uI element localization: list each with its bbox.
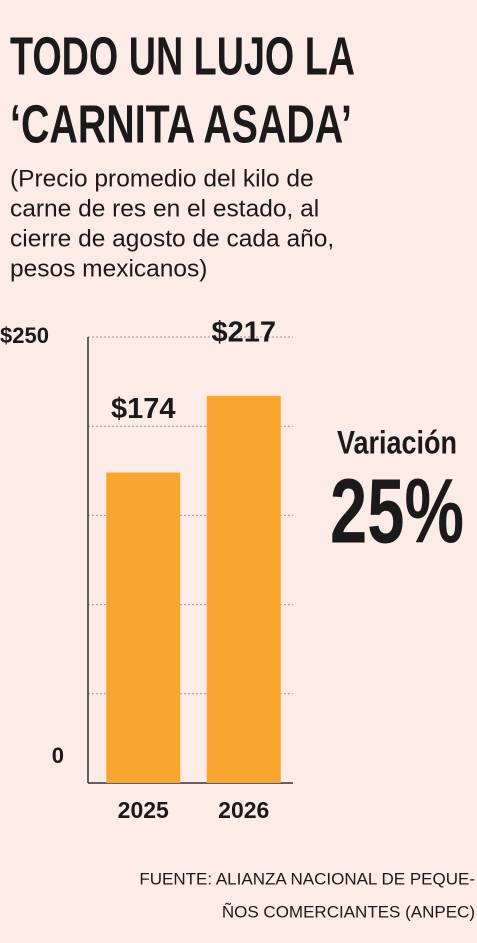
chart-subtitle: (Precio promedio del kilo de <box>10 165 314 192</box>
chart-subtitle: carne de res en el estado, al <box>10 195 319 222</box>
value-label: $217 <box>211 317 276 349</box>
chart-title: ‘CARNITA ASADA’ <box>10 94 352 154</box>
x-tick-label: 2025 <box>118 797 169 823</box>
chart-title: TODO UN LUJO LA <box>10 26 355 86</box>
y-tick-label: $250 <box>0 323 49 348</box>
chart-subtitle: pesos mexicanos) <box>10 255 207 282</box>
chart-subtitle: cierre de agosto de cada año, <box>10 225 334 252</box>
annotation-label: Variación <box>337 424 457 460</box>
source: ÑOS COMERCIANTES (ANPEC) <box>222 902 475 921</box>
bar <box>106 472 181 783</box>
annotation-value: 25% <box>330 460 464 562</box>
value-label: $174 <box>111 393 176 425</box>
bar <box>206 395 281 783</box>
y-tick-label: 0 <box>52 743 64 768</box>
x-tick-label: 2026 <box>218 797 269 823</box>
source: FUENTE: ALIANZA NACIONAL DE PEQUE- <box>139 869 475 888</box>
